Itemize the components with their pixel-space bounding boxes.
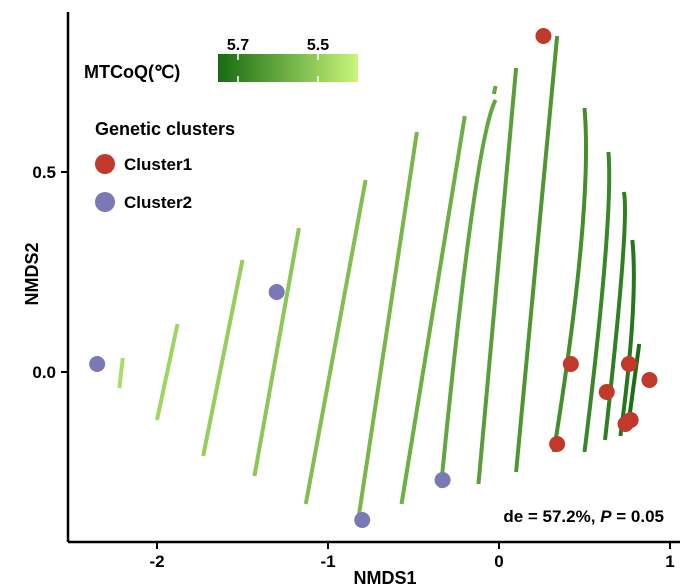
legend-label-cluster2: Cluster2 <box>124 193 192 212</box>
cluster-legend-title: Genetic clusters <box>95 119 235 139</box>
data-point-cluster2 <box>89 356 106 372</box>
isoline <box>626 343 642 421</box>
x-tick-label: 0 <box>494 552 503 571</box>
stat-annotation-p-symbol: P <box>600 507 612 526</box>
x-tick-label: -2 <box>149 552 164 571</box>
data-point-cluster1 <box>549 436 566 452</box>
isoline <box>155 323 180 421</box>
y-axis-title: NMDS2 <box>22 242 42 305</box>
isoline <box>303 179 368 505</box>
data-point-cluster1 <box>620 356 637 372</box>
colorbar-title: MTCoQ(℃) <box>84 62 180 82</box>
data-point-cluster2 <box>354 512 371 528</box>
isoline <box>438 99 498 489</box>
x-tick-label: 1 <box>665 552 674 571</box>
colorbar-tick-label: 5.7 <box>227 37 249 54</box>
y-tick-label: 0.5 <box>32 163 56 182</box>
y-tick-label: 0.0 <box>32 363 56 382</box>
stat-annotation: de = 57.2%, P = 0.05 <box>503 507 664 526</box>
isoline <box>582 151 612 453</box>
isoline <box>201 259 245 457</box>
data-point-cluster1 <box>562 356 579 372</box>
data-point-cluster1 <box>598 384 615 400</box>
stat-annotation-p-value: = 0.05 <box>612 507 664 526</box>
cluster-legend: Genetic clusters Cluster1 Cluster2 <box>95 119 235 212</box>
isoline <box>252 227 301 477</box>
x-axis-ticks: -2 -1 0 1 <box>149 542 675 571</box>
data-point-cluster2 <box>268 284 285 300</box>
colorbar-legend: MTCoQ(℃) 5.7 5.5 <box>84 37 358 82</box>
y-axis-ticks: 0.0 0.5 <box>32 163 68 382</box>
isoline <box>117 357 125 389</box>
legend-label-cluster1: Cluster1 <box>124 155 192 174</box>
isoline <box>514 35 560 473</box>
data-point-cluster1 <box>535 28 552 44</box>
isoline-layer <box>117 35 642 517</box>
colorbar-gradient <box>218 54 358 82</box>
isoline <box>491 85 498 95</box>
legend-marker-cluster1 <box>95 154 115 174</box>
x-axis-title: NMDS1 <box>353 568 416 588</box>
legend-marker-cluster2 <box>95 192 115 212</box>
isoline <box>476 67 519 485</box>
isoline <box>399 115 467 505</box>
colorbar-tick-label: 5.5 <box>307 37 329 54</box>
stat-annotation-text: de = 57.2%, <box>503 507 600 526</box>
data-point-layer <box>89 28 658 528</box>
data-point-cluster1 <box>641 372 658 388</box>
data-point-cluster1 <box>617 416 634 432</box>
isoline <box>551 107 589 453</box>
data-point-cluster2 <box>434 472 451 488</box>
isoline <box>356 131 419 517</box>
isoline <box>618 239 636 437</box>
colorbar-ticks: 5.7 5.5 <box>227 37 329 82</box>
x-tick-label: -1 <box>320 552 335 571</box>
